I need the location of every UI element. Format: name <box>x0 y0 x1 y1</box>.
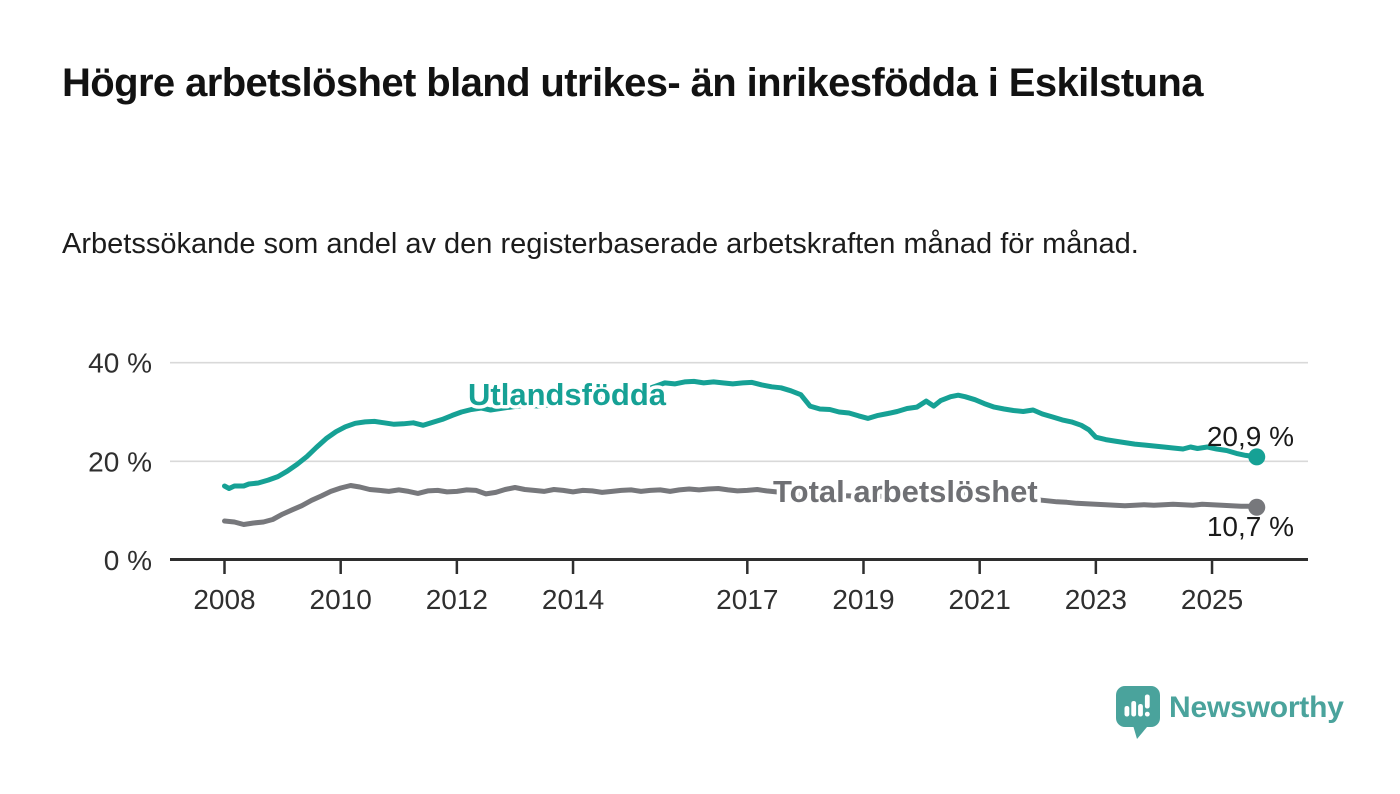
series-end-value-label: 10,7 % <box>1207 511 1294 542</box>
x-tick-label: 2017 <box>716 584 778 615</box>
y-tick-label: 20 % <box>88 446 152 477</box>
y-tick-label: 0 % <box>104 545 152 576</box>
series-line-total-arbetsloshet <box>222 483 1260 527</box>
series-end-value-label: 20,9 % <box>1207 421 1294 452</box>
chart-title: Högre arbetslöshet bland utrikes- än inr… <box>62 61 1203 105</box>
logo-bar-2 <box>1131 701 1137 717</box>
chart-subtitle: Arbetssökande som andel av den registerb… <box>62 228 1139 260</box>
series-end-dot <box>1248 448 1266 466</box>
x-tick-label: 2008 <box>193 584 255 615</box>
logo-bar-1 <box>1124 706 1130 717</box>
logo-bubble-shape <box>1116 686 1160 739</box>
x-tick-label: 2025 <box>1181 584 1243 615</box>
logo-exclamation-bar <box>1144 694 1150 709</box>
x-tick-label: 2021 <box>949 584 1011 615</box>
logo-bar-3 <box>1138 704 1143 717</box>
x-tick-label: 2010 <box>310 584 372 615</box>
x-tick-label: 2014 <box>542 584 604 615</box>
newsworthy-logo-icon <box>1116 686 1160 739</box>
series-line-utlandsfodda <box>222 378 1260 491</box>
series-end-dot <box>1248 498 1266 516</box>
brand-footer: Newsworthy <box>1116 686 1344 742</box>
x-tick-label: 2023 <box>1065 584 1127 615</box>
y-tick-label: 40 % <box>88 348 152 379</box>
logo-exclamation-dot <box>1144 711 1150 717</box>
series-inline-label: Total arbetslöshet <box>773 474 1038 509</box>
x-tick-label: 2019 <box>832 584 894 615</box>
brand-name: Newsworthy <box>1169 691 1344 724</box>
series-inline-label: Utlandsfödda <box>468 377 667 412</box>
x-tick-label: 2012 <box>426 584 488 615</box>
